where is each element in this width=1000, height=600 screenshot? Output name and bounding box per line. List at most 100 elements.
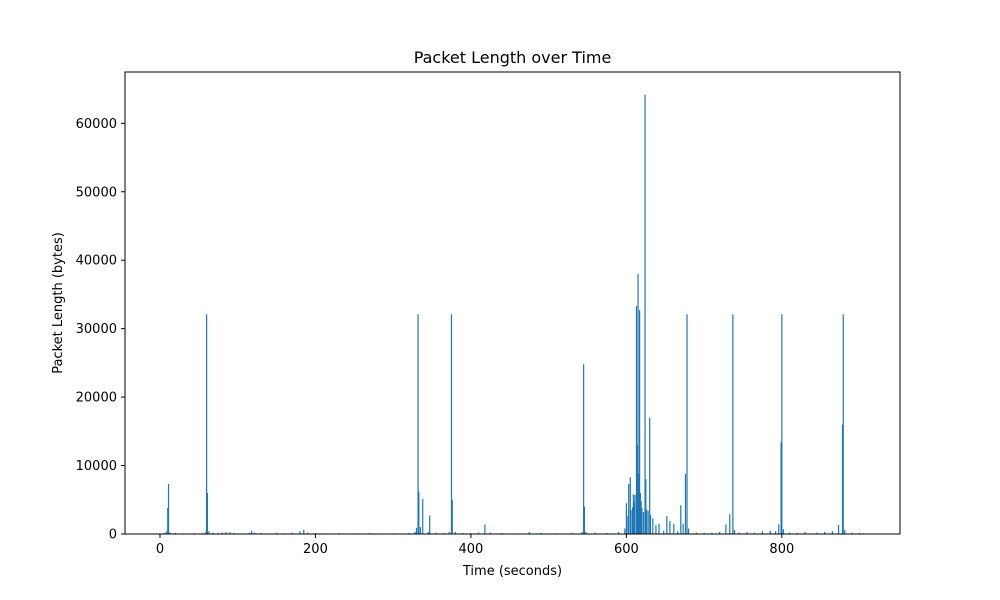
bar-42 [419, 527, 421, 534]
bar-119 [761, 531, 764, 534]
bar-81 [636, 445, 638, 534]
y-tick-label: 0 [109, 528, 117, 543]
bar-98 [663, 530, 665, 534]
bar-117 [746, 531, 748, 534]
y-tick-label: 50000 [76, 185, 117, 200]
bar-2 [167, 507, 169, 534]
bar-12 [208, 531, 210, 534]
bar-104 [682, 523, 684, 534]
bar-44 [427, 531, 429, 534]
bars-group [163, 94, 865, 534]
bar-57 [501, 532, 503, 534]
bar-62 [571, 532, 573, 534]
bar-10 [206, 314, 208, 534]
bar-73 [628, 484, 630, 534]
bar-101 [673, 523, 675, 534]
bar-43 [422, 499, 424, 534]
bar-29 [303, 529, 305, 534]
bar-126 [789, 532, 791, 534]
bar-128 [804, 531, 806, 534]
bar-122 [778, 524, 780, 534]
bar-112 [725, 524, 727, 534]
bar-107 [687, 528, 690, 534]
bar-82 [637, 273, 639, 534]
bar-120 [769, 530, 771, 534]
bar-130 [824, 531, 826, 534]
bar-116 [738, 532, 740, 534]
bar-113 [729, 514, 731, 534]
bar-75 [630, 510, 632, 534]
bar-21 [251, 530, 253, 534]
y-tick-label: 30000 [76, 322, 117, 337]
bar-4 [169, 532, 171, 534]
bar-76 [632, 507, 634, 534]
x-axis: 0 200 400 600 800 [156, 534, 794, 557]
bar-121 [775, 531, 777, 534]
bar-38 [414, 531, 416, 534]
bar-132 [837, 525, 840, 534]
bar-15 [221, 532, 223, 534]
bar-72 [627, 516, 629, 534]
bar-56 [489, 532, 491, 534]
x-tick-label: 400 [458, 542, 483, 557]
bar-87 [641, 507, 643, 534]
bar-37 [408, 532, 410, 534]
bar-88 [642, 512, 645, 534]
bar-133 [841, 424, 844, 534]
bar-25 [275, 532, 278, 534]
bar-30 [307, 532, 309, 534]
bar-103 [680, 505, 682, 534]
bar-136 [851, 532, 853, 534]
bar-124 [781, 314, 783, 534]
x-tick-label: 0 [156, 542, 164, 557]
x-axis-label: Time (seconds) [462, 564, 562, 579]
bar-123 [780, 442, 782, 534]
bar-68 [606, 532, 608, 534]
bar-66 [585, 531, 587, 534]
bar-55 [484, 524, 486, 534]
bar-49 [450, 314, 453, 534]
bar-100 [669, 521, 671, 534]
bar-11 [206, 492, 208, 534]
bar-48 [448, 531, 450, 534]
bar-90 [645, 479, 647, 534]
bar-40 [417, 314, 419, 534]
bar-16 [225, 531, 227, 534]
bar-115 [733, 529, 736, 534]
y-tick-label: 60000 [76, 117, 117, 132]
bar-105 [684, 473, 687, 534]
bar-52 [462, 532, 464, 534]
bar-127 [796, 532, 798, 534]
bar-84 [638, 310, 641, 534]
bar-108 [695, 532, 697, 534]
bar-17 [229, 532, 231, 534]
bar-83 [638, 473, 640, 534]
bar-129 [816, 532, 818, 534]
bar-109 [703, 532, 705, 534]
bar-106 [686, 314, 688, 534]
y-axis: 0 10000 20000 30000 40000 50000 60000 [76, 117, 125, 543]
bar-118 [754, 532, 756, 534]
bar-125 [782, 529, 784, 534]
bar-63 [581, 531, 583, 534]
bar-134 [842, 314, 844, 534]
bar-59 [528, 531, 530, 534]
bar-18 [233, 532, 235, 534]
bar-99 [666, 516, 668, 534]
bar-102 [677, 531, 679, 534]
x-tick-label: 600 [614, 542, 639, 557]
bar-64 [583, 364, 585, 534]
bar-71 [625, 503, 627, 534]
bar-135 [844, 529, 846, 534]
bar-8 [202, 532, 204, 534]
bar-74 [629, 477, 631, 534]
bar-5 [174, 532, 177, 534]
bar-95 [652, 518, 654, 534]
bar-91 [645, 509, 648, 534]
bar-47 [443, 532, 445, 534]
bar-46 [435, 532, 437, 534]
bar-9 [205, 531, 207, 534]
y-axis-label: Packet Length (bytes) [51, 232, 66, 374]
bar-13 [212, 532, 214, 534]
